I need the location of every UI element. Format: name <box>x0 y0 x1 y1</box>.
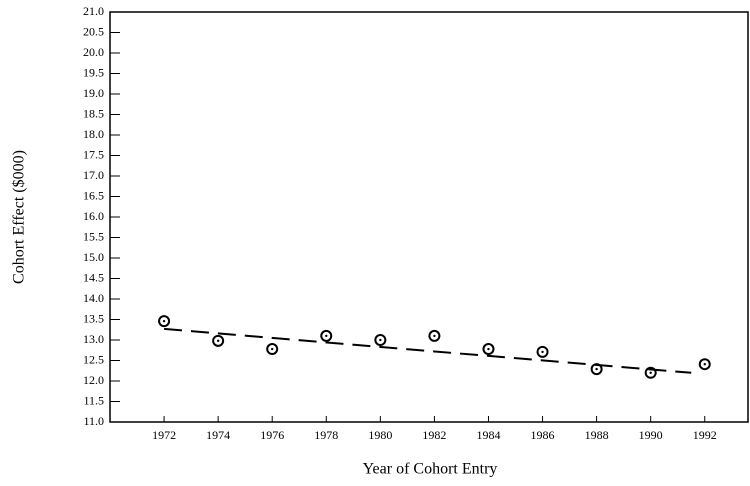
marker-dot <box>487 347 490 351</box>
marker-dot <box>379 338 382 342</box>
trend-line <box>163 327 692 374</box>
y-tick-label: 19.0 <box>83 86 104 100</box>
y-tick-label: 17.5 <box>83 147 104 161</box>
y-tick-label: 19.5 <box>83 65 104 79</box>
y-tick-label: 11.0 <box>83 414 104 428</box>
marker-dot <box>703 362 706 366</box>
y-tick-label: 18.0 <box>83 127 104 141</box>
y-tick-label: 21.0 <box>83 4 104 18</box>
x-axis-label: Year of Cohort Entry <box>363 461 498 478</box>
x-tick-label: 1972 <box>152 428 176 442</box>
marker-dot <box>541 350 544 354</box>
y-tick-label: 15.5 <box>83 229 104 243</box>
plot-frame <box>109 11 749 423</box>
y-tick-label: 16.5 <box>83 188 104 202</box>
marker-dot <box>325 334 328 338</box>
x-tick-label: 1982 <box>422 428 446 442</box>
y-tick-label: 11.5 <box>83 393 104 407</box>
y-tick-label: 13.5 <box>83 311 104 325</box>
x-tick-label: 1992 <box>693 428 717 442</box>
y-tick-label: 18.5 <box>83 106 104 120</box>
marker-dot <box>162 319 166 323</box>
y-tick-label: 20.5 <box>83 24 104 38</box>
y-tick-label: 14.0 <box>83 291 104 305</box>
y-tick-label: 17.0 <box>83 168 104 182</box>
marker-dot <box>433 334 436 338</box>
marker-dot <box>271 347 274 351</box>
x-tick-label: 1980 <box>368 428 392 442</box>
y-tick-label: 14.5 <box>83 270 104 284</box>
x-tick-label: 1988 <box>585 428 609 442</box>
x-tick-label: 1986 <box>531 428 555 442</box>
x-tick-label: 1984 <box>476 428 500 442</box>
y-axis-label: Cohort Effect ($000) <box>11 150 28 284</box>
y-tick-label: 13.0 <box>83 332 104 346</box>
x-tick-label: 1976 <box>260 428 284 442</box>
y-tick-label: 20.0 <box>83 45 104 59</box>
y-tick-label: 16.0 <box>83 209 104 223</box>
x-tick-label: 1990 <box>639 428 663 442</box>
x-tick-label: 1978 <box>314 428 338 442</box>
marker-dot <box>216 339 220 343</box>
y-tick-label: 12.5 <box>83 352 104 366</box>
marker-dot <box>649 371 652 374</box>
x-tick-label: 1974 <box>206 428 230 442</box>
y-tick-label: 15.0 <box>83 250 104 264</box>
marker-dot <box>595 367 598 371</box>
y-tick-label: 12.0 <box>83 373 104 387</box>
